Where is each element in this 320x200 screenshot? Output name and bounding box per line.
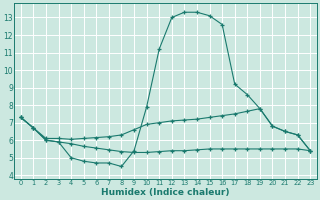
X-axis label: Humidex (Indice chaleur): Humidex (Indice chaleur)	[101, 188, 230, 197]
